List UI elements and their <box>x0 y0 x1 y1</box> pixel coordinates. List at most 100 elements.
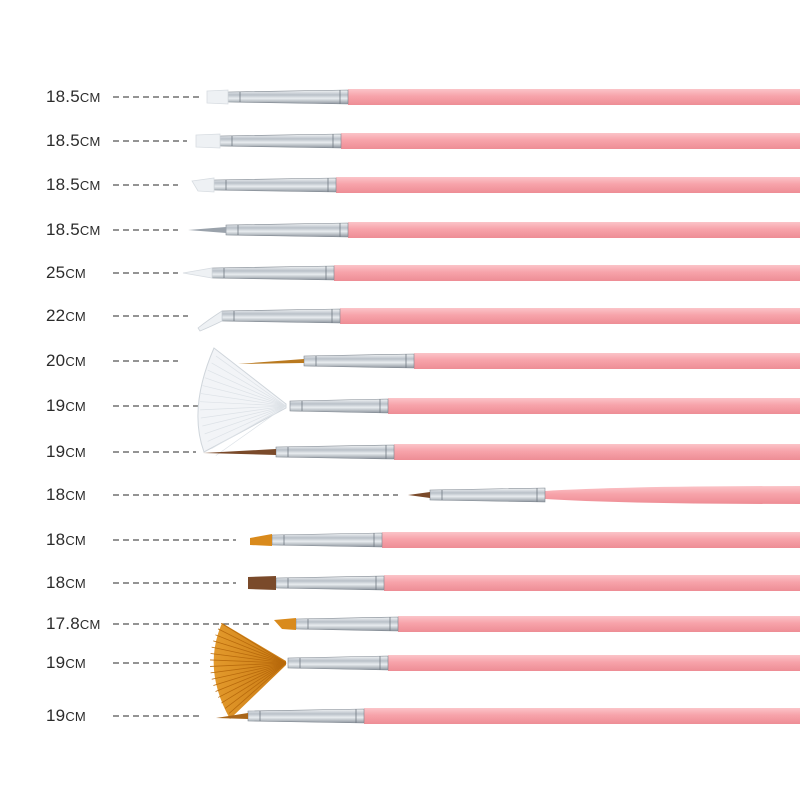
length-unit: CM <box>79 178 101 193</box>
length-label: 19CM <box>46 396 86 416</box>
length-value: 19 <box>46 706 66 725</box>
brush-handle <box>394 444 800 460</box>
fan-fiber <box>215 662 287 692</box>
fan-fiber <box>215 405 287 456</box>
length-label: 19CM <box>46 442 86 462</box>
fan-fiber <box>204 377 287 407</box>
length-label: 25CM <box>46 263 86 283</box>
brush <box>113 177 800 193</box>
length-unit: CM <box>65 309 86 324</box>
fan-fiber <box>200 401 287 407</box>
length-unit: CM <box>65 576 86 591</box>
ferrule <box>225 222 349 238</box>
length-value: 22 <box>46 306 66 325</box>
brush-handle <box>384 575 800 591</box>
fan-fiber <box>228 662 287 714</box>
length-unit: CM <box>65 266 86 281</box>
ferrule <box>221 308 341 324</box>
bristle-tip <box>197 310 223 332</box>
length-unit: CM <box>65 399 86 414</box>
ferrule <box>287 655 389 671</box>
bristle-tip <box>250 534 272 546</box>
length-value: 19 <box>46 653 66 672</box>
ferrule <box>275 444 395 460</box>
bristle-tip <box>216 713 248 719</box>
length-unit: CM <box>65 533 86 548</box>
bristle-tip <box>191 177 215 193</box>
ferrule <box>211 265 335 281</box>
bristle-tip <box>206 89 229 105</box>
length-label: 20CM <box>46 351 86 371</box>
length-value: 18.5 <box>46 87 80 106</box>
length-unit: CM <box>65 709 86 724</box>
length-label: 19CM <box>46 706 86 726</box>
brush-handle <box>545 486 800 504</box>
fan-fiber <box>211 662 287 680</box>
fan-fiber <box>202 385 287 407</box>
brush-handle <box>364 708 800 724</box>
length-value: 17.8 <box>46 614 80 633</box>
bristle-tip <box>182 267 213 279</box>
fan-fiber <box>200 405 287 411</box>
length-label: 18.5CM <box>46 131 101 151</box>
fan-fiber <box>210 659 287 664</box>
brush-handle <box>341 133 800 149</box>
brush-handle <box>382 532 800 548</box>
length-value: 18 <box>46 573 66 592</box>
fan-fiber <box>210 662 287 667</box>
ferrule <box>227 89 349 105</box>
fan-fiber <box>221 662 287 704</box>
brush <box>113 308 800 332</box>
length-label: 22CM <box>46 306 86 326</box>
brush <box>113 347 800 456</box>
brush <box>113 89 800 105</box>
fan-fiber <box>200 393 287 407</box>
ferrule <box>275 575 385 591</box>
ferrule <box>213 177 337 193</box>
fan-fiber <box>207 405 287 442</box>
ferrule <box>295 616 399 632</box>
brush <box>113 133 800 149</box>
bristle-tip <box>195 133 221 149</box>
brush <box>113 265 800 281</box>
brush <box>113 444 800 460</box>
fan-fiber <box>204 405 287 435</box>
bristle-tip <box>203 449 276 455</box>
brush-handle <box>388 655 800 671</box>
length-unit: CM <box>79 90 101 105</box>
length-unit: CM <box>65 656 86 671</box>
length-label: 18.5CM <box>46 220 101 240</box>
length-label: 18CM <box>46 530 86 550</box>
ferrule <box>271 532 383 548</box>
length-value: 18 <box>46 485 66 504</box>
brush <box>113 622 800 719</box>
brush <box>113 532 800 548</box>
length-value: 18.5 <box>46 131 80 150</box>
brush-handle <box>388 398 800 414</box>
brush-handle <box>340 308 800 324</box>
length-value: 25 <box>46 263 66 282</box>
fan-fiber <box>213 640 287 664</box>
length-value: 18.5 <box>46 175 80 194</box>
brush <box>113 222 800 238</box>
ferrule <box>219 133 342 149</box>
brush <box>113 353 800 369</box>
fan-fiber <box>220 622 287 664</box>
bristle-tip <box>408 492 430 498</box>
length-unit: CM <box>79 617 101 632</box>
fan-fiber <box>211 646 287 664</box>
fan-fiber <box>207 369 287 407</box>
brush <box>113 486 800 504</box>
length-unit: CM <box>65 445 86 460</box>
brush <box>113 708 800 724</box>
length-value: 18.5 <box>46 220 80 239</box>
brush-handle <box>398 616 800 632</box>
length-value: 18 <box>46 530 66 549</box>
fan-fiber <box>215 634 287 664</box>
fan-fiber <box>211 405 287 450</box>
bristle-tip <box>248 576 276 590</box>
fan-bristles <box>197 347 287 453</box>
length-value: 19 <box>46 442 66 461</box>
